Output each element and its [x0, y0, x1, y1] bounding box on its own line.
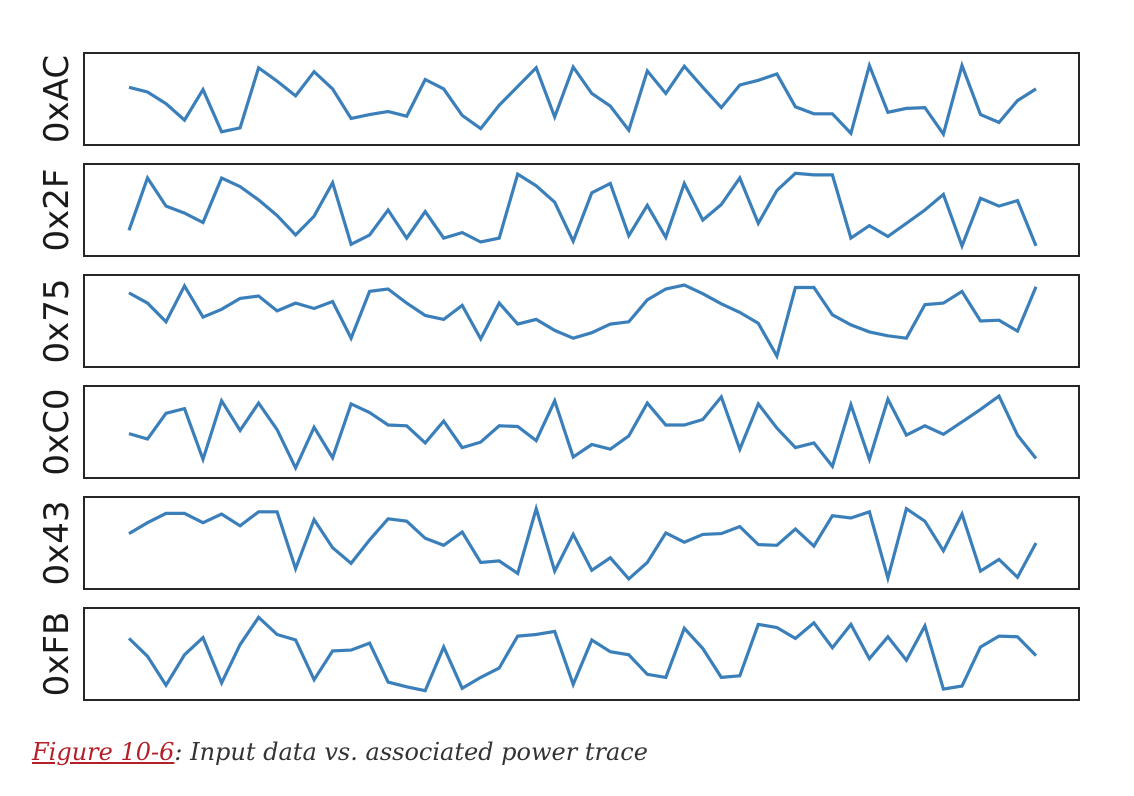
panel-label: 0x43	[37, 500, 77, 585]
trace-panel: 0xAC	[37, 52, 1080, 146]
panel-label: 0xFB	[37, 612, 77, 697]
power-trace-line	[128, 60, 1037, 138]
panel-label: 0xC0	[37, 388, 77, 475]
trace-panel: 0x2F	[37, 163, 1080, 257]
trace-panel: 0x43	[37, 496, 1080, 590]
panel-frame	[83, 274, 1080, 368]
power-trace-line	[127, 614, 1038, 693]
power-trace-line	[128, 502, 1038, 585]
figure-caption: Figure 10-6: Input data vs. associated p…	[32, 738, 648, 766]
stacked-power-trace-chart: 0xAC 0x2F 0x75 0xC0 0x43 0xFB	[37, 52, 1080, 701]
panel-label: 0x75	[37, 278, 77, 363]
trace-panel: 0xFB	[37, 607, 1080, 701]
power-trace-line	[128, 393, 1038, 472]
power-trace-line	[128, 282, 1038, 361]
panel-frame	[83, 52, 1080, 146]
panel-frame	[83, 163, 1080, 257]
power-trace-line	[127, 171, 1038, 251]
figure-reference-link[interactable]: Figure 10-6	[32, 738, 175, 766]
figure-caption-text: : Input data vs. associated power trace	[174, 738, 648, 766]
panel-label: 0xAC	[37, 55, 77, 143]
panel-label: 0x2F	[37, 169, 77, 252]
trace-panel: 0x75	[37, 274, 1080, 368]
trace-panel: 0xC0	[37, 385, 1080, 479]
panel-frame	[83, 385, 1080, 479]
panel-frame	[83, 496, 1080, 590]
panel-frame	[83, 607, 1080, 701]
